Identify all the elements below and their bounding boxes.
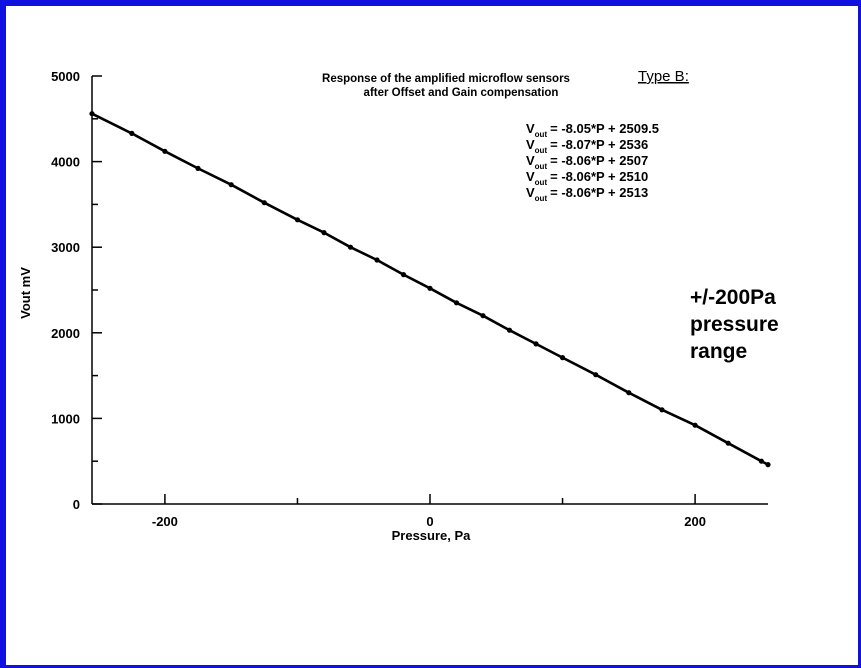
equation-4: Vout = -8.06*P + 2510: [526, 169, 648, 187]
tick-labels: 0 1000 2000 3000 4000 5000 -200 0 200: [51, 69, 706, 529]
y-tick-label: 1000: [51, 411, 80, 426]
data-point: [480, 313, 486, 319]
equation-symbol: V: [526, 169, 535, 184]
annotation-line-1: +/-200Pa: [690, 286, 776, 309]
data-point: [162, 148, 168, 154]
data-point: [400, 272, 407, 278]
equation-5: Vout = -8.06*P + 2513: [526, 185, 648, 203]
x-axis-label: Pressure, Pa: [392, 528, 472, 543]
equation-text: = -8.07*P + 2536: [550, 137, 648, 152]
equation-subscript: out: [535, 178, 548, 187]
data-point: [89, 111, 95, 117]
data-point: [427, 285, 433, 291]
y-tick-label: 5000: [51, 69, 80, 84]
equation-symbol: V: [526, 121, 535, 136]
equation-2: Vout = -8.07*P + 2536: [526, 137, 648, 155]
y-axis-label: Vout mV: [18, 267, 33, 319]
data-point: [533, 341, 539, 347]
data-point: [261, 200, 267, 206]
equation-text: = -8.06*P + 2513: [550, 185, 648, 200]
data-point: [195, 165, 201, 171]
y-tick-label: 3000: [51, 240, 80, 255]
equation-symbol: V: [526, 185, 535, 200]
type-label: Type B:: [638, 68, 689, 85]
data-point: [294, 217, 301, 223]
chart-title-line-2: after Offset and Gain compensation: [364, 87, 559, 99]
equation-subscript: out: [535, 130, 548, 139]
ticks: [92, 75, 696, 505]
equation-symbol: V: [526, 153, 535, 168]
data-point: [626, 390, 632, 396]
chart-title-line-1: Response of the amplified microflow sens…: [322, 73, 570, 85]
equation-3: Vout = -8.06*P + 2507: [526, 153, 648, 171]
annotation-line-3: range: [690, 340, 747, 363]
equation-1: Vout = -8.05*P + 2509.5: [526, 121, 659, 139]
x-tick-label: -200: [152, 514, 178, 529]
data-point: [321, 230, 327, 236]
equation-subscript: out: [535, 162, 548, 171]
equation-text: = -8.06*P + 2510: [550, 169, 648, 184]
y-tick-label: 0: [73, 497, 80, 512]
data-point: [129, 130, 135, 136]
data-point: [593, 372, 599, 378]
data-point: [659, 407, 665, 413]
equation-text: = -8.06*P + 2507: [550, 153, 648, 168]
data-point: [347, 244, 354, 250]
plot-area: [89, 111, 771, 468]
annotation-line-2: pressure: [690, 313, 779, 336]
data-point: [725, 440, 731, 446]
data-point: [374, 257, 380, 263]
x-tick-label: 200: [684, 514, 706, 529]
data-point: [758, 458, 765, 464]
data-point: [765, 462, 771, 468]
chart: 0 1000 2000 3000 4000 5000 -200 0 200 Response o…: [18, 68, 779, 543]
y-tick-label: 2000: [51, 326, 80, 341]
series-line-1: [91, 112, 769, 466]
equation-symbol: V: [526, 137, 535, 152]
equation-text: = -8.05*P + 2509.5: [550, 121, 659, 136]
data-point: [559, 355, 566, 361]
y-tick-label: 4000: [51, 155, 80, 170]
data-point: [692, 422, 698, 428]
x-tick-label: 0: [426, 514, 433, 529]
equation-subscript: out: [535, 194, 548, 203]
data-point: [453, 300, 460, 306]
equation-subscript: out: [535, 146, 548, 155]
data-point: [228, 182, 234, 188]
data-point: [506, 327, 513, 333]
